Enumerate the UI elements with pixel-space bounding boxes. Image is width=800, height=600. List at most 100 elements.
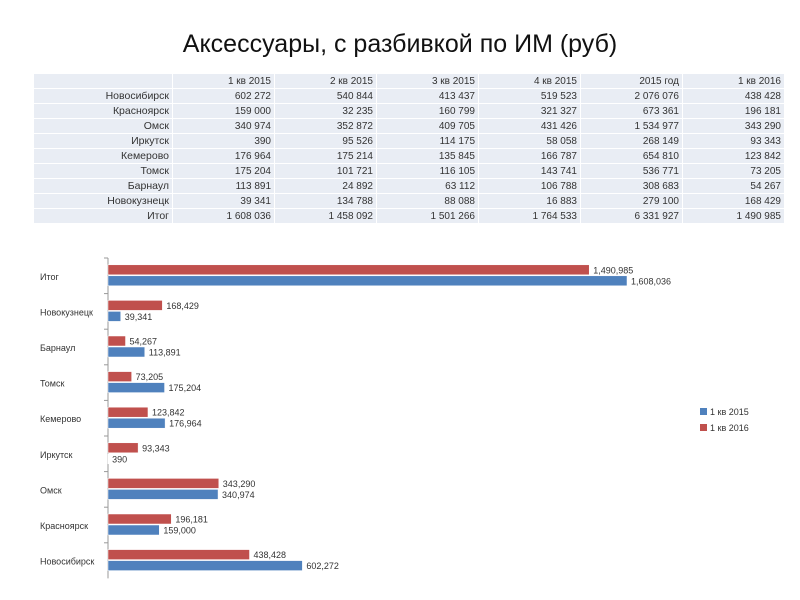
category-label: Кемерово xyxy=(40,414,81,424)
table-cell: 88 088 xyxy=(376,193,479,209)
table-cell: 1 501 266 xyxy=(376,208,479,224)
table-row: Новокузнецк 39 341 134 788 88 088 16 883 279 … xyxy=(33,193,785,209)
table-cell: 1 кв 2016 xyxy=(682,73,785,89)
table-cell: 58 058 xyxy=(478,133,581,149)
table-cell: 390 xyxy=(172,133,275,149)
data-label: 93,343 xyxy=(142,443,170,453)
table-cell: 160 799 xyxy=(376,103,479,119)
data-label: 73,205 xyxy=(136,372,164,382)
bar xyxy=(107,406,149,418)
table-row: Итог 1 608 036 1 458 092 1 501 266 1 764 533… xyxy=(33,208,785,224)
data-label: 168,429 xyxy=(166,301,199,311)
table-cell: 431 426 xyxy=(478,118,581,134)
bar xyxy=(107,549,250,560)
table-cell: 16 883 xyxy=(478,193,581,209)
row-label: Барнаул xyxy=(33,178,173,194)
row-label: Новокузнецк xyxy=(33,193,173,209)
table-cell: 2015 год xyxy=(580,73,683,89)
data-label: 343,290 xyxy=(223,479,256,489)
row-label: Омск xyxy=(33,118,173,134)
data-label: 39,341 xyxy=(125,312,153,322)
table-cell: 95 526 xyxy=(274,133,377,149)
table-cell: 321 327 xyxy=(478,103,581,119)
table-cell: 279 100 xyxy=(580,193,683,209)
data-label: 390 xyxy=(112,454,127,464)
table-cell: 32 235 xyxy=(274,103,377,119)
category-label: Новосибирск xyxy=(40,557,94,567)
table-cell: 654 810 xyxy=(580,148,683,164)
bar xyxy=(107,382,165,393)
table-cell: 54 267 xyxy=(682,178,785,194)
row-label: Томск xyxy=(33,163,173,179)
table-cell: 93 343 xyxy=(682,133,785,149)
row-label xyxy=(33,73,173,89)
table-cell: 6 331 927 xyxy=(580,208,683,224)
table-cell: 2 кв 2015 xyxy=(274,73,377,89)
table-row: Омск 340 974 352 872 409 705 431 426 1 534 97… xyxy=(33,118,785,134)
data-label: 196,181 xyxy=(175,515,208,525)
bar xyxy=(107,524,160,536)
table-cell: 343 290 xyxy=(682,118,785,134)
category-label: Иркутск xyxy=(40,450,73,460)
category-label: Красноярск xyxy=(40,521,88,531)
table-cell: 4 кв 2015 xyxy=(478,73,581,89)
table-cell: 168 429 xyxy=(682,193,785,209)
table-cell: 116 105 xyxy=(376,163,479,179)
table-cell: 1 534 977 xyxy=(580,118,683,134)
legend-swatch xyxy=(700,408,707,415)
table-cell: 101 721 xyxy=(274,163,377,179)
legend-label: 1 кв 2015 xyxy=(710,407,749,417)
table-cell: 134 788 xyxy=(274,193,377,209)
table-cell: 106 788 xyxy=(478,178,581,194)
table-cell: 519 523 xyxy=(478,88,581,104)
data-table: 1 кв 2015 2 кв 2015 3 кв 2015 4 кв 2015 2015… xyxy=(33,73,785,224)
table-cell: 123 842 xyxy=(682,148,785,164)
legend-label: 1 кв 2016 xyxy=(710,423,749,433)
bar xyxy=(107,478,220,489)
table-cell: 352 872 xyxy=(274,118,377,134)
table-cell: 166 787 xyxy=(478,148,581,164)
table-cell: 176 964 xyxy=(172,148,275,164)
table-cell: 24 892 xyxy=(274,178,377,194)
bar xyxy=(107,264,590,276)
table-cell: 73 205 xyxy=(682,163,785,179)
row-label: Иркутск xyxy=(33,133,173,149)
table-cell: 1 608 036 xyxy=(172,208,275,224)
data-label: 159,000 xyxy=(163,526,196,536)
data-label: 340,974 xyxy=(222,490,255,500)
table-cell: 1 490 985 xyxy=(682,208,785,224)
data-label: 1,608,036 xyxy=(631,276,671,286)
data-label: 438,428 xyxy=(254,550,287,560)
bar xyxy=(107,335,126,347)
table-cell: 2 076 076 xyxy=(580,88,683,104)
table-row: Красноярск 159 000 32 235 160 799 321 327 673… xyxy=(33,103,785,119)
table-row: Томск 175 204 101 721 116 105 143 741 536 771… xyxy=(33,163,785,179)
bar xyxy=(107,371,132,382)
row-label: Итог xyxy=(33,208,173,224)
table-cell: 673 361 xyxy=(580,103,683,119)
table-cell: 1 кв 2015 xyxy=(172,73,275,89)
table-row: Иркутск 390 95 526 114 175 58 058 268 149 93 3… xyxy=(33,133,785,149)
category-label: Итог xyxy=(40,272,59,282)
table-cell: 113 891 xyxy=(172,178,275,194)
table-cell: 540 844 xyxy=(274,88,377,104)
bar xyxy=(107,513,172,525)
table-cell: 196 181 xyxy=(682,103,785,119)
bar xyxy=(107,275,628,287)
table-cell: 63 112 xyxy=(376,178,479,194)
data-label: 113,891 xyxy=(149,348,181,358)
bar xyxy=(107,300,163,311)
bar xyxy=(107,417,166,429)
data-label: 54,267 xyxy=(130,337,158,347)
table-row: Барнаул 113 891 24 892 63 112 106 788 308 683… xyxy=(33,178,785,194)
table-cell: 3 кв 2015 xyxy=(376,73,479,89)
table-cell: 135 845 xyxy=(376,148,479,164)
data-label: 1,490,985 xyxy=(593,265,633,275)
data-label: 176,964 xyxy=(169,419,202,429)
table-cell: 175 214 xyxy=(274,148,377,164)
row-label: Красноярск xyxy=(33,103,173,119)
data-label: 123,842 xyxy=(152,408,185,418)
bar xyxy=(107,311,121,322)
category-label: Новокузнецк xyxy=(40,307,93,317)
